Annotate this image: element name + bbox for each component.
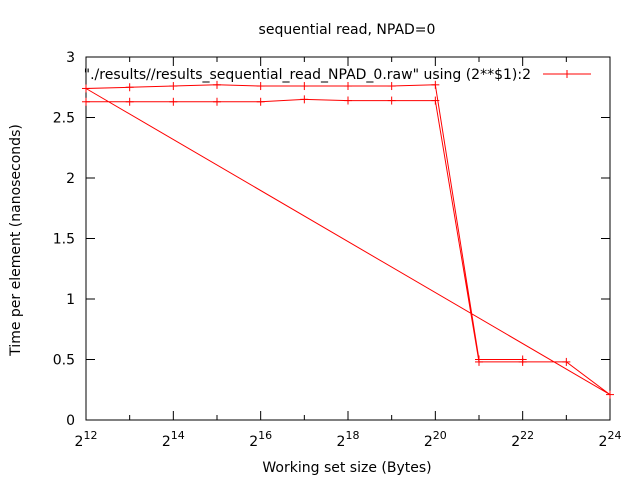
x-tick-label: 224 — [599, 429, 622, 450]
data-point — [606, 390, 614, 399]
y-tick-label: 0 — [66, 413, 75, 429]
x-axis-ticks: 212 214 216 218 220 222 224 — [75, 57, 622, 450]
series-line — [84, 84, 611, 396]
legend-marker — [563, 70, 571, 78]
y-tick-label: 2 — [66, 171, 75, 187]
x-tick-label: 218 — [337, 429, 360, 450]
x-tick-label: 222 — [511, 429, 534, 450]
data-point — [518, 355, 527, 364]
data-point — [562, 357, 571, 366]
data-point — [475, 355, 483, 364]
data-point — [256, 97, 265, 106]
data-point — [213, 97, 221, 106]
data-point — [213, 80, 221, 89]
chart-title: sequential read, NPAD=0 — [259, 22, 436, 38]
data-point — [344, 82, 352, 91]
y-tick-label: 1 — [66, 292, 75, 308]
data-point — [344, 96, 352, 105]
data-point — [169, 82, 178, 91]
y-axis-label: Time per element (nanoseconds) — [8, 124, 24, 357]
data-point — [300, 82, 309, 91]
y-tick-label: 3 — [66, 50, 75, 66]
data-point — [82, 97, 90, 106]
y-axis-ticks: 0 0.5 1 1.5 2 2.5 3 — [53, 50, 610, 429]
series-layer — [82, 80, 614, 399]
legend: "./results//results_sequential_read_NPAD… — [84, 67, 591, 83]
x-axis-label: Working set size (Bytes) — [262, 460, 431, 476]
data-point — [431, 96, 440, 105]
data-point — [125, 83, 134, 92]
legend-label: "./results//results_sequential_read_NPAD… — [84, 67, 531, 83]
x-tick-label: 220 — [424, 429, 447, 450]
data-point — [169, 97, 178, 106]
data-point — [82, 84, 90, 93]
x-tick-label: 212 — [75, 429, 98, 450]
y-tick-label: 1.5 — [53, 232, 75, 248]
data-point — [387, 82, 396, 91]
y-tick-label: 0.5 — [53, 353, 75, 369]
data-point — [256, 82, 265, 91]
y-tick-label: 2.5 — [53, 111, 75, 127]
x-tick-label: 216 — [249, 429, 272, 450]
plot-frame — [85, 56, 611, 421]
x-tick-label: 214 — [162, 429, 185, 450]
data-point — [431, 80, 440, 89]
data-point — [125, 97, 134, 106]
data-point — [300, 95, 309, 104]
data-point — [387, 96, 396, 105]
